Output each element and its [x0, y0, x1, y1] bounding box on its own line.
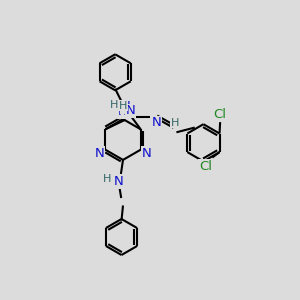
Text: N: N	[152, 116, 161, 129]
Text: H: H	[103, 173, 111, 184]
Text: N: N	[121, 100, 130, 113]
Text: H: H	[110, 100, 118, 110]
Text: N: N	[94, 147, 104, 160]
Text: Cl: Cl	[199, 160, 212, 173]
Text: N: N	[126, 104, 136, 117]
Text: N: N	[114, 175, 123, 188]
Text: N: N	[142, 147, 152, 160]
Text: Cl: Cl	[214, 108, 226, 122]
Text: H: H	[171, 118, 179, 128]
Text: N: N	[118, 106, 128, 118]
Text: H: H	[119, 101, 128, 111]
